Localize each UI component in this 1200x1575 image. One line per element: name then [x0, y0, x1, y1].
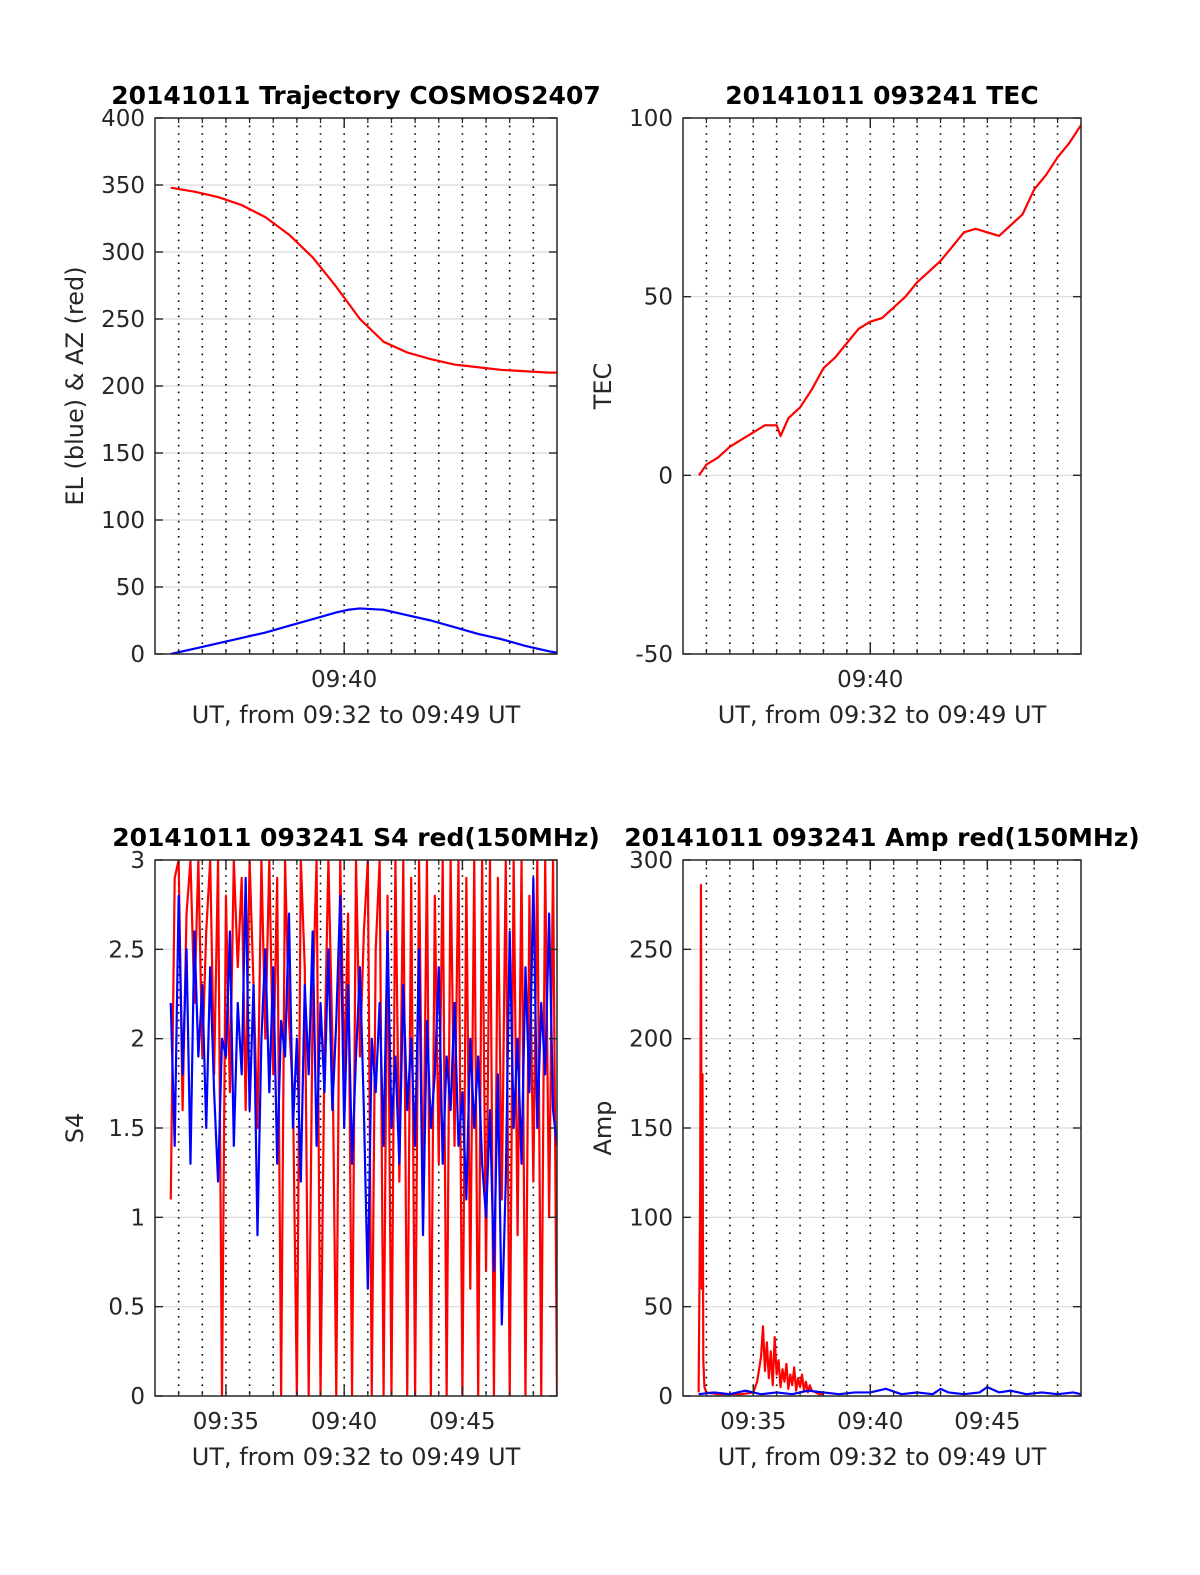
- x-tick-label: 09:40: [311, 1409, 377, 1435]
- y-tick-label: 100: [101, 508, 145, 534]
- y-tick-label: 0.5: [108, 1295, 145, 1321]
- y-tick-label: 50: [644, 285, 673, 311]
- x-tick-label: 09:45: [429, 1409, 495, 1435]
- y-tick-label: 150: [101, 441, 145, 467]
- x-tick-label: 09:40: [311, 667, 377, 693]
- axes-box: [682, 117, 1082, 655]
- tec-title: 20141011 093241 TEC: [725, 81, 1038, 110]
- s4-series-line-2: [169, 876, 557, 1326]
- tec-panel: 20141011 093241 TEC TEC UT, from 09:32 t…: [589, 81, 1082, 729]
- series-group: [170, 186, 557, 654]
- s4-y-label: S4: [61, 1113, 89, 1144]
- x-tick-label: 09:45: [954, 1409, 1020, 1435]
- grid-lines: [155, 118, 557, 654]
- amp-y-label: Amp: [589, 1100, 617, 1155]
- y-tick-label: 100: [629, 1205, 673, 1231]
- amp-panel: 20141011 093241 Amp red(150MHz) Amp UT, …: [589, 823, 1140, 1471]
- traj-series-line-1: [170, 186, 557, 374]
- y-tick-label: 200: [101, 374, 145, 400]
- y-tick-label: 200: [629, 1027, 673, 1053]
- y-tick-label: 100: [629, 106, 673, 132]
- x-tick-label: 09:40: [837, 667, 903, 693]
- tec-series-line-1: [698, 124, 1081, 476]
- y-tick-label: 350: [101, 173, 145, 199]
- y-tick-label: 250: [629, 937, 673, 963]
- x-tick-label: 09:35: [193, 1409, 259, 1435]
- s4-x-label: UT, from 09:32 to 09:49 UT: [192, 1443, 521, 1471]
- y-tick-label: 300: [101, 240, 145, 266]
- s4-title: 20141011 093241 S4 red(150MHz): [112, 823, 600, 852]
- y-tick-label: 150: [629, 1116, 673, 1142]
- y-tick-label: 0: [658, 463, 673, 489]
- y-tick-label: 1: [130, 1205, 145, 1231]
- series-group: [169, 860, 557, 1396]
- amp-series-line-1: [697, 883, 824, 1396]
- grid-lines: [683, 118, 1081, 654]
- series-group: [697, 883, 1081, 1396]
- y-tick-label: 0: [658, 1384, 673, 1410]
- y-tick-label: 400: [101, 106, 145, 132]
- trajectory-panel: 20141011 Trajectory COSMOS2407 EL (blue)…: [61, 81, 601, 729]
- traj-series-line-2: [170, 607, 557, 654]
- y-tick-label: 0: [130, 642, 145, 668]
- y-tick-label: 3: [130, 848, 145, 874]
- y-tick-label: 50: [116, 575, 145, 601]
- s4-panel: 20141011 093241 S4 red(150MHz) S4 UT, fr…: [61, 823, 600, 1471]
- trajectory-x-label: UT, from 09:32 to 09:49 UT: [192, 701, 521, 729]
- tec-y-label: TEC: [589, 363, 617, 411]
- y-tick-label: 2: [130, 1027, 145, 1053]
- y-tick-label: 300: [629, 848, 673, 874]
- y-tick-label: 1.5: [108, 1116, 145, 1142]
- y-tick-label: 2.5: [108, 937, 145, 963]
- x-tick-label: 09:35: [720, 1409, 786, 1435]
- x-tick-label: 09:40: [837, 1409, 903, 1435]
- series-group: [698, 124, 1081, 476]
- y-tick-label: 250: [101, 307, 145, 333]
- trajectory-title: 20141011 Trajectory COSMOS2407: [111, 81, 601, 110]
- amp-x-label: UT, from 09:32 to 09:49 UT: [718, 1443, 1047, 1471]
- trajectory-y-label: EL (blue) & AZ (red): [61, 266, 89, 505]
- grid-lines: [683, 860, 1081, 1396]
- y-tick-label: 0: [130, 1384, 145, 1410]
- y-tick-label: 50: [644, 1295, 673, 1321]
- tec-x-label: UT, from 09:32 to 09:49 UT: [718, 701, 1047, 729]
- amp-title: 20141011 093241 Amp red(150MHz): [624, 823, 1140, 852]
- y-tick-label: -50: [635, 642, 673, 668]
